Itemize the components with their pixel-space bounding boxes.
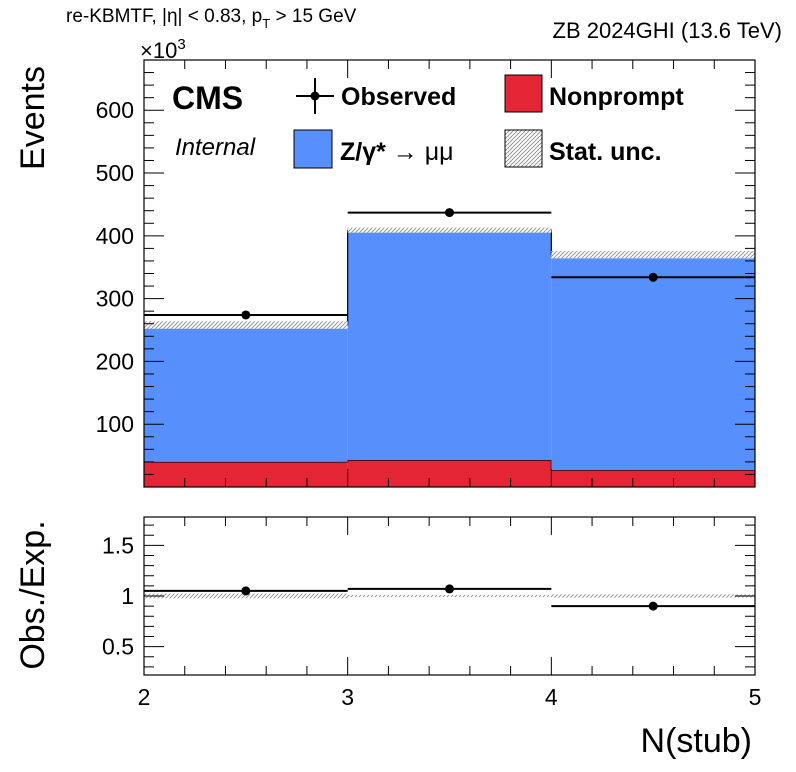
ratio-axes: 0.5 1 1.5 2 3 4 5 [102, 516, 762, 710]
ratio-unc-band [144, 593, 755, 599]
stat-unc-bin-1 [144, 321, 348, 329]
observed-point-2 [445, 208, 454, 218]
main-axes: 100 200 300 400 500 600 [96, 59, 756, 488]
legend: Observed Nonprompt Z/γ* → μμ Stat. unc. [293, 74, 684, 169]
main-ytick-label: 400 [96, 223, 134, 249]
ratio-point-1 [241, 586, 251, 596]
legend-entry-nonprompt: Nonprompt [504, 74, 684, 113]
cms-sublabel: Internal [175, 134, 256, 161]
observed-point-1 [241, 310, 251, 320]
legend-label-nonprompt: Nonprompt [549, 83, 684, 111]
bar-nonprompt-bin-1 [144, 461, 348, 487]
legend-entry-stat-unc: Stat. unc. [504, 129, 662, 168]
bar-nonprompt-bin-3 [551, 470, 755, 487]
y-axis-title: Events [14, 66, 52, 170]
ratio-point-3 [648, 601, 658, 611]
ratio-point-2 [445, 584, 454, 594]
main-ytick-label: 300 [96, 286, 134, 312]
ratio-points [144, 584, 755, 611]
ratio-ytick-label: 0.5 [102, 634, 134, 660]
bar-dy-bin-1 [144, 324, 348, 462]
ratio-unc-bin-1 [144, 593, 348, 599]
legend-label-observed: Observed [341, 83, 456, 111]
legend-entry-dy: Z/γ* → μμ [293, 129, 454, 169]
ratio-ytick-label: 1 [121, 583, 134, 609]
legend-label-dy: Z/γ* → μμ [340, 138, 454, 166]
observed-point-3 [648, 272, 658, 282]
bar-dy-bin-3 [551, 254, 755, 471]
y-multiplier: ×103 [140, 36, 186, 63]
stat-unc-bin-3 [551, 250, 755, 259]
main-ytick-label: 600 [96, 97, 134, 123]
main-stat-unc [144, 227, 755, 329]
main-stack-bars [144, 229, 755, 487]
bar-nonprompt-bin-2 [347, 459, 552, 487]
ratio-ytick-label: 1.5 [102, 532, 134, 558]
ratio-y-axis-title: Obs./Exp. [14, 520, 52, 669]
xtick-label: 4 [545, 684, 558, 710]
xtick-label: 5 [749, 684, 762, 710]
main-observed-points [144, 208, 755, 320]
xtick-label: 3 [341, 684, 354, 710]
xtick-label: 2 [138, 684, 151, 710]
bar-dy-bin-2 [347, 230, 552, 460]
main-ytick-label: 100 [96, 411, 134, 437]
selection-label: re-KBMTF, |η| < 0.83, pT > 15 GeV [66, 6, 357, 31]
legend-label-stat-unc: Stat. unc. [549, 138, 662, 166]
x-axis-title: N(stub) [641, 722, 752, 760]
stat-unc-bin-2 [347, 227, 552, 233]
legend-entry-observed: Observed [296, 78, 456, 114]
ratio-unc-bin-3 [551, 594, 755, 598]
main-ytick-label: 200 [96, 348, 134, 374]
cms-label: CMS [172, 80, 243, 116]
dataset-label: ZB 2024GHI (13.6 TeV) [553, 18, 783, 43]
ratio-unc-bin-2 [347, 595, 552, 597]
main-ytick-label: 500 [96, 160, 134, 186]
